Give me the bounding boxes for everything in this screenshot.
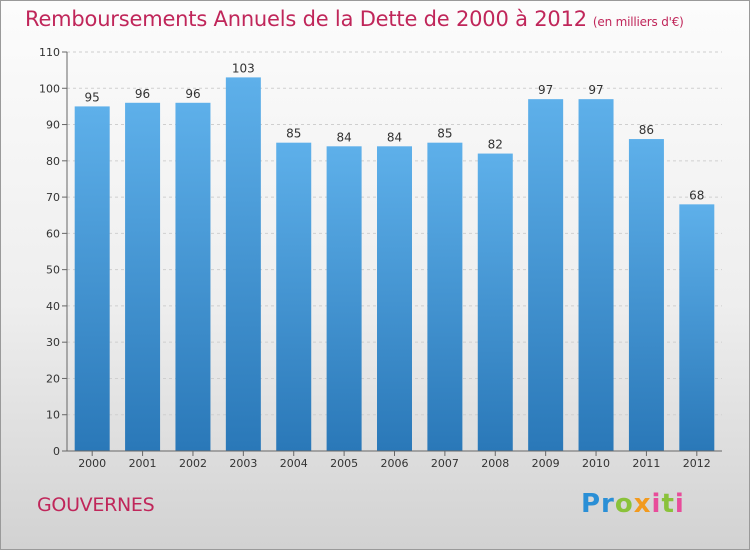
place-name: GOUVERNES <box>37 494 155 516</box>
bar <box>578 99 614 452</box>
data-label: 84 <box>387 130 402 144</box>
chart-title-text: Remboursements Annuels de la Dette de 20… <box>25 7 587 31</box>
x-tick-label: 2008 <box>481 457 509 470</box>
y-tick-label: 90 <box>46 119 60 132</box>
y-tick-label: 100 <box>39 82 60 95</box>
y-tick-label: 10 <box>46 409 60 422</box>
x-tick-label: 2012 <box>683 457 711 470</box>
x-tick-label: 2002 <box>179 457 207 470</box>
data-label: 82 <box>488 138 503 152</box>
data-label: 86 <box>639 123 654 137</box>
data-label: 85 <box>437 127 452 141</box>
bar <box>225 77 261 452</box>
x-tick-label: 2009 <box>532 457 560 470</box>
data-label: 103 <box>232 61 255 75</box>
y-tick-label: 50 <box>46 264 60 277</box>
data-label: 96 <box>135 87 150 101</box>
x-tick-label: 2011 <box>632 457 660 470</box>
x-tick-label: 2005 <box>330 457 358 470</box>
bar <box>628 139 664 451</box>
axes: 0 10 20 30 40 50 60 70 80 90 100 110 2000 2001 2002 200… <box>39 46 722 470</box>
bars <box>74 77 715 452</box>
data-labels: 95 96 96 103 85 84 84 85 82 97 97 86 68 <box>85 61 705 202</box>
bar <box>477 153 513 451</box>
bar <box>175 102 211 452</box>
chart-title: Remboursements Annuels de la Dette de 20… <box>25 7 684 31</box>
x-tick-label: 2010 <box>582 457 610 470</box>
y-tick-label: 110 <box>39 46 60 59</box>
y-tick-label: 30 <box>46 336 60 349</box>
bar <box>125 102 161 452</box>
data-label: 97 <box>588 83 603 97</box>
x-tick-label: 2000 <box>78 457 106 470</box>
x-tick-label: 2003 <box>229 457 257 470</box>
data-label: 84 <box>336 130 351 144</box>
chart-title-unit: (en milliers d'€) <box>592 15 684 29</box>
y-tick-label: 0 <box>53 445 60 458</box>
x-tick-label: 2006 <box>381 457 409 470</box>
y-tick-label: 80 <box>46 155 60 168</box>
bar <box>326 146 362 452</box>
data-label: 95 <box>85 90 100 104</box>
data-label: 97 <box>538 83 553 97</box>
y-tick-label: 70 <box>46 191 60 204</box>
x-tick-label: 2007 <box>431 457 459 470</box>
x-tick-label: 2001 <box>129 457 157 470</box>
bar <box>528 99 564 452</box>
proxiti-logo[interactable]: Proxiti <box>581 489 685 519</box>
bar <box>679 204 715 451</box>
data-label: 85 <box>286 127 301 141</box>
data-label: 96 <box>185 87 200 101</box>
bar <box>377 146 412 452</box>
bar <box>276 142 312 451</box>
x-tick-label: 2004 <box>280 457 308 470</box>
y-tick-label: 20 <box>46 372 60 385</box>
bar <box>427 142 463 451</box>
y-tick-label: 60 <box>46 227 60 240</box>
y-tick-label: 40 <box>46 300 60 313</box>
bar <box>74 106 110 451</box>
data-label: 68 <box>689 188 704 202</box>
